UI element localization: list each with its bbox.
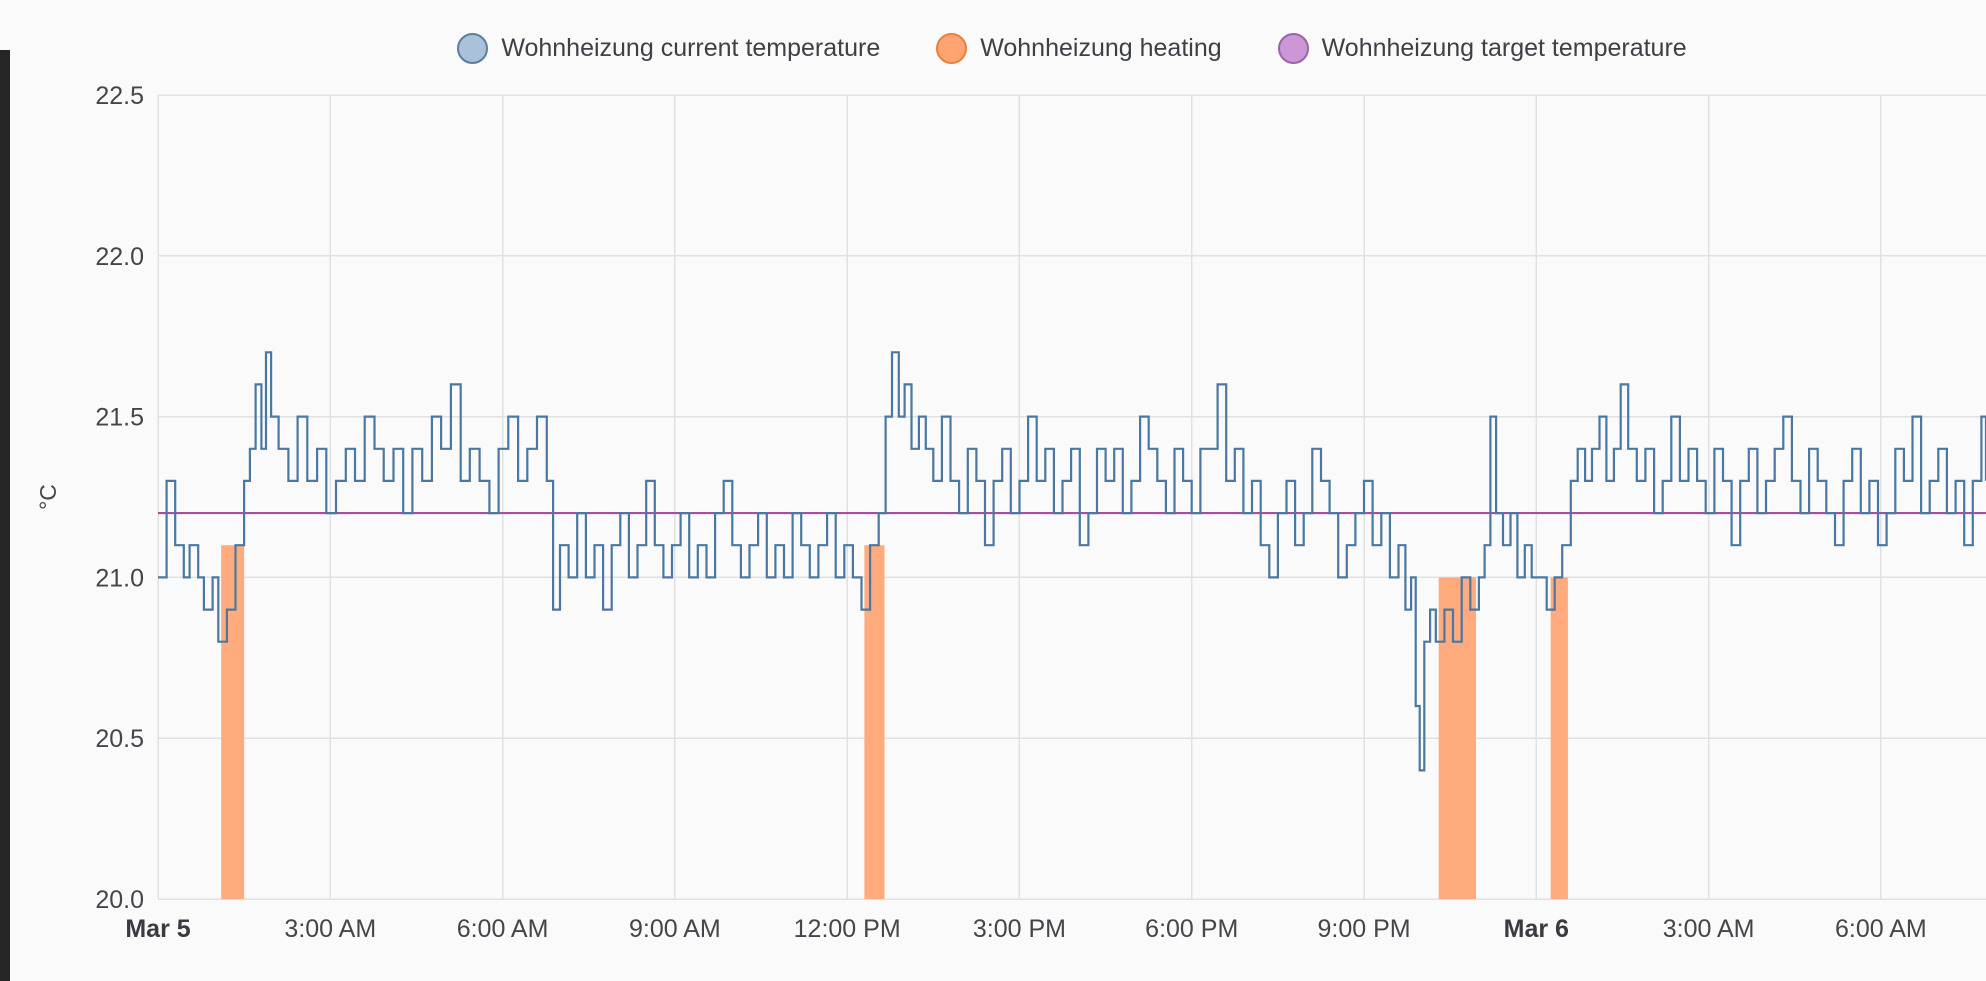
svg-text:21.5: 21.5: [95, 404, 144, 432]
svg-text:Mar 6: Mar 6: [1504, 915, 1569, 943]
svg-text:6:00 AM: 6:00 AM: [1835, 915, 1927, 943]
svg-text:3:00 PM: 3:00 PM: [973, 915, 1066, 943]
current-temperature-swatch-icon: [457, 32, 489, 64]
legend-label-target-temperature: Wohnheizung target temperature: [1321, 33, 1687, 62]
svg-text:20.5: 20.5: [95, 725, 144, 753]
svg-text:6:00 AM: 6:00 AM: [457, 915, 549, 943]
svg-text:3:00 AM: 3:00 AM: [284, 915, 376, 943]
chart-legend: Wohnheizung current temperature Wohnheiz…: [158, 18, 1986, 78]
x-axis-labels: Mar 5 3:00 AM 6:00 AM 9:00 AM 12:00 PM 3:00 P…: [125, 915, 1926, 943]
svg-text:9:00 AM: 9:00 AM: [629, 915, 721, 943]
svg-text:20.0: 20.0: [95, 886, 144, 914]
svg-text:21.0: 21.0: [95, 564, 144, 592]
svg-text:3:00 AM: 3:00 AM: [1663, 915, 1755, 943]
current-temperature-line: [158, 351, 1986, 772]
legend-item-heating[interactable]: Wohnheizung heating: [936, 32, 1222, 64]
legend-item-current-temperature[interactable]: Wohnheizung current temperature: [457, 32, 881, 64]
svg-text:Mar 5: Mar 5: [125, 915, 190, 943]
svg-text:22.0: 22.0: [95, 243, 144, 271]
svg-text:6:00 PM: 6:00 PM: [1145, 915, 1238, 943]
legend-label-current-temperature: Wohnheizung current temperature: [501, 33, 881, 62]
legend-item-target-temperature[interactable]: Wohnheizung target temperature: [1277, 32, 1687, 64]
svg-text:9:00 PM: 9:00 PM: [1317, 915, 1410, 943]
svg-text:22.5: 22.5: [95, 82, 144, 110]
svg-text:12:00 PM: 12:00 PM: [794, 915, 901, 943]
gridlines: [157, 94, 1986, 900]
y-axis-labels: 20.0 20.5 21.0 21.5 22.0 22.5: [95, 82, 144, 914]
heating-swatch-icon: [936, 32, 968, 64]
sidebar-edge: [0, 50, 10, 981]
y-axis-unit: °C: [35, 484, 61, 510]
legend-label-heating: Wohnheizung heating: [980, 33, 1222, 62]
heating-bars: [221, 545, 1568, 899]
target-temperature-swatch-icon: [1277, 32, 1309, 64]
